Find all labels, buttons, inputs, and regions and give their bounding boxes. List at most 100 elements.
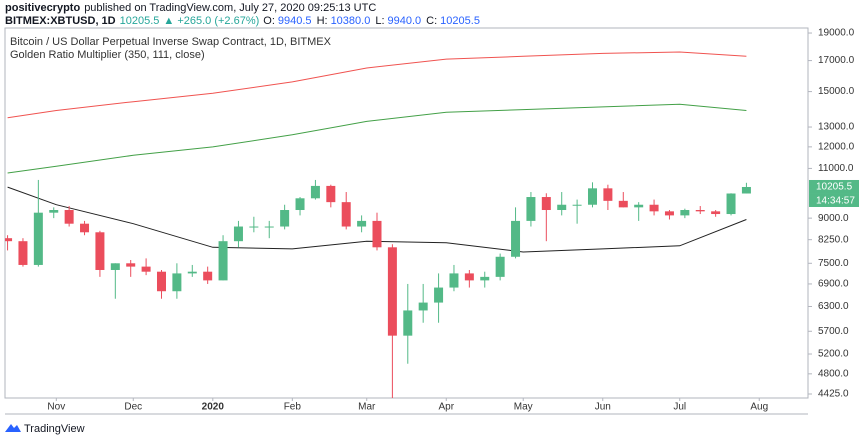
ohlc-value: 9940.0	[387, 15, 422, 27]
pane-border	[4, 27, 809, 399]
overlay-line	[7, 51, 747, 119]
candle-body	[449, 273, 459, 288]
y-tick-label: 17000.0	[818, 55, 855, 66]
ohlc: O: 9940.5 H: 10380.0 L: 9940.0 C: 10205.5	[263, 15, 482, 27]
y-tick-label: 4425.0	[818, 389, 849, 400]
candle-body	[341, 202, 351, 227]
candle-body	[295, 198, 305, 211]
candle-body	[664, 211, 674, 216]
candle-body	[603, 188, 613, 201]
candle-body	[5, 238, 13, 242]
y-tick-label: 11000.0	[818, 163, 854, 174]
countdown-box	[809, 193, 859, 207]
brand: TradingView	[24, 423, 85, 435]
x-tick-label: Feb	[284, 402, 302, 413]
x-tick-label: Nov	[47, 402, 65, 413]
logo	[5, 424, 21, 432]
y-tick-label: 6300.0	[818, 301, 849, 312]
countdown: 14:34:57	[816, 196, 855, 207]
y-tick-label: 12000.0	[818, 142, 855, 153]
y-tick-label: 19000.0	[818, 28, 855, 39]
y-tick-label: 6900.0	[818, 279, 849, 290]
candle-body	[434, 287, 444, 303]
candle-body	[526, 197, 536, 221]
published: published on TradingView.com, July 27, 2…	[84, 2, 377, 14]
x-tick-label: 2020	[202, 402, 225, 413]
ohlc-label: H:	[316, 15, 328, 27]
candle-body	[695, 210, 705, 212]
overlay-line	[7, 186, 747, 253]
candle-body	[95, 232, 105, 270]
candle-body	[156, 271, 166, 292]
candle-body	[64, 210, 74, 224]
ohlc-value: 10205.5	[440, 15, 480, 27]
overlay-line	[7, 103, 747, 174]
change: ▲ +265.0 (+2.67%)	[163, 15, 260, 27]
candle-body	[18, 241, 28, 265]
candle-body	[310, 185, 320, 199]
candle-body	[557, 204, 567, 211]
candle-body	[141, 266, 151, 272]
ohlc-label: O:	[263, 15, 275, 27]
last: 10205.5	[119, 15, 160, 27]
candle-body	[326, 185, 336, 203]
price-label: 10205.5	[816, 182, 853, 193]
price-label-box	[809, 179, 859, 194]
candle-body	[464, 273, 474, 281]
ohlc-value: 9940.5	[277, 15, 312, 27]
y-tick-label: 5200.0	[818, 349, 849, 360]
candle-body	[80, 223, 90, 233]
candle-body	[618, 200, 628, 208]
y-tick-label: 4800.0	[818, 368, 849, 379]
y-tick-label: 13000.0	[818, 122, 855, 133]
y-tick-label: 5700.0	[818, 326, 849, 337]
candle-body	[357, 220, 367, 227]
candle-body	[511, 220, 521, 257]
candle-body	[572, 204, 582, 206]
candle-body	[403, 310, 413, 336]
x-tick-label: Aug	[750, 402, 768, 413]
candle-body	[233, 226, 243, 242]
candle-body	[372, 220, 382, 248]
chart-title: Bitcoin / US Dollar Perpetual Inverse Sw…	[10, 36, 332, 48]
candle-body	[264, 226, 274, 228]
candle-body	[110, 263, 120, 270]
candle-body	[187, 271, 197, 274]
candle-body	[49, 210, 59, 213]
candle-body	[126, 263, 136, 267]
y-tick-label: 15000.0	[818, 86, 855, 97]
candle-body	[387, 247, 397, 336]
candle-body	[587, 188, 597, 205]
ohlc-label: C:	[426, 15, 438, 27]
x-tick-label: May	[514, 402, 533, 413]
candle-body	[649, 204, 659, 212]
symbol: BITMEX:XBTUSD, 1D	[5, 15, 116, 27]
candle-body	[218, 241, 228, 281]
candle-body	[680, 210, 690, 216]
candle-body	[711, 211, 721, 215]
candle-body	[249, 226, 259, 228]
x-tick-label: Jun	[595, 402, 611, 413]
candle-body	[33, 212, 43, 265]
ohlc-value: 10380.0	[330, 15, 371, 27]
user: positivecrypto	[5, 2, 81, 14]
x-tick-label: Apr	[438, 402, 454, 413]
y-tick-label: 7500.0	[818, 258, 849, 269]
candle-body	[418, 302, 428, 311]
publish-line: positivecrypto published on TradingView.…	[5, 2, 376, 14]
symbol-line: BITMEX:XBTUSD, 1D 10205.5 ▲ +265.0 (+2.6…	[5, 15, 482, 27]
candle-body	[280, 210, 290, 227]
candle-body	[634, 204, 644, 208]
candle-body	[726, 193, 736, 215]
candle-body	[203, 271, 213, 281]
x-tick-label: Jul	[673, 402, 686, 413]
x-tick-label: Dec	[124, 402, 142, 413]
candle-body	[480, 276, 490, 281]
y-tick-label: 8250.0	[818, 234, 849, 245]
candle-body	[495, 256, 505, 277]
candle-body	[541, 197, 551, 211]
candle-body	[172, 273, 182, 292]
candle-body	[741, 186, 751, 194]
